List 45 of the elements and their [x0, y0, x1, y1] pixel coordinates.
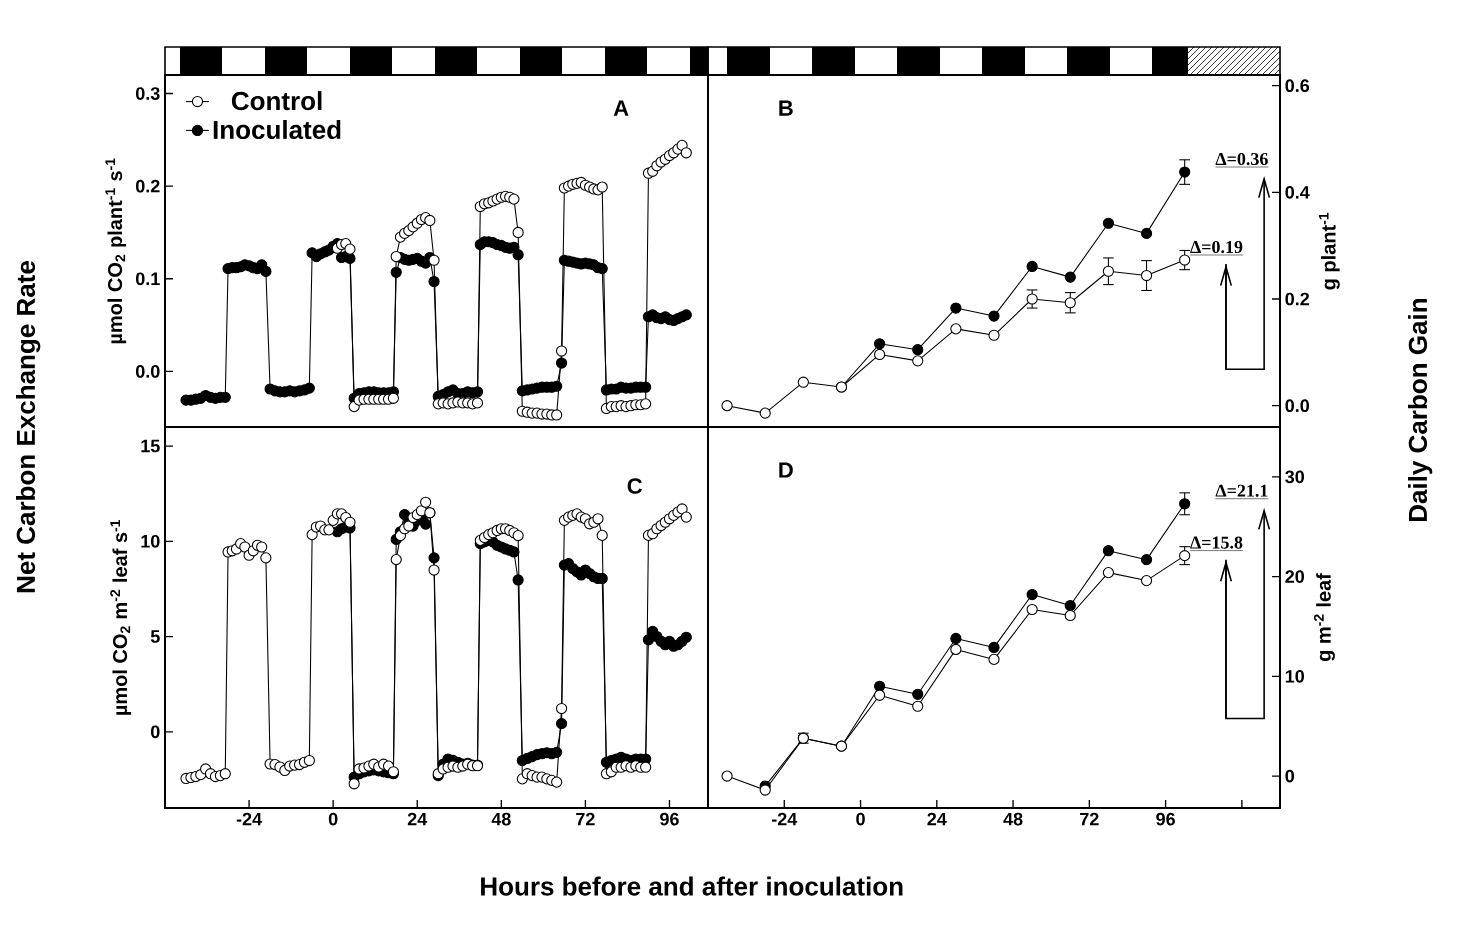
y-tick-label: 0.2 — [135, 179, 160, 193]
y-tick-label: 30 — [1285, 470, 1305, 484]
y-tick-label: 10 — [141, 534, 160, 548]
y-tick-label: 0 — [150, 725, 160, 739]
y-tick-label: 0.0 — [1285, 399, 1310, 413]
annotation: Δ=21.1 — [1215, 484, 1268, 497]
x-tick-label: 72 — [576, 812, 595, 826]
annotation: Δ=0.36 — [1215, 152, 1268, 166]
annotation: Δ=0.19 — [1190, 240, 1243, 254]
x-tick-label: 72 — [1080, 812, 1099, 826]
x-tick-label: 24 — [927, 812, 947, 826]
text: Daily Carbon Gain — [1408, 299, 1433, 522]
legend-label: Control — [231, 91, 322, 111]
y-tick-label: 10 — [1285, 669, 1305, 683]
y-tick-label: 20 — [1285, 570, 1305, 583]
annotation: D — [779, 462, 793, 478]
text: Net Carbon Exchange Rate — [15, 261, 41, 593]
annotation: B — [779, 100, 793, 116]
y-tick-label: 0.1 — [135, 272, 160, 286]
legend-label: Inoculated — [213, 120, 341, 140]
x-axis-title: Hours before and after inoculation — [481, 876, 903, 896]
y-tick-label: 15 — [141, 439, 160, 453]
y-axis-title: µmol CO$_{2}$ plant$^{-1}$ s$^{-1}$ — [105, 158, 127, 344]
y-tick-label: 0.3 — [135, 87, 160, 100]
x-tick-label: 48 — [491, 812, 511, 826]
y-tick-label: 0.0 — [135, 365, 160, 378]
y-axis-title: µmol CO$_{2}$ m$^{-2}$ leaf s$^{-1}$ — [110, 519, 132, 715]
x-tick-label: -24 — [236, 812, 262, 826]
y-axis-title: g m$^{-2}$ leaf — [1313, 573, 1335, 662]
y-tick-label: 0 — [1285, 769, 1295, 783]
y-tick-label: 0.6 — [1285, 79, 1310, 93]
y-tick-label: 5 — [150, 630, 160, 643]
y-tick-label: 0.4 — [1285, 185, 1310, 199]
x-tick-label: 0 — [328, 812, 338, 826]
x-tick-label: 48 — [1003, 812, 1023, 826]
y-axis-title: g plant$^{-1}$ — [1318, 212, 1340, 290]
annotation: Δ=15.8 — [1190, 536, 1243, 549]
x-tick-label: 96 — [660, 812, 679, 826]
annotation: A — [613, 100, 629, 116]
annotation: C — [627, 478, 643, 494]
x-tick-label: 96 — [1156, 812, 1175, 826]
x-tick-label: 24 — [407, 812, 428, 826]
x-tick-label: -24 — [771, 812, 798, 826]
y-tick-label: 0.2 — [1285, 292, 1310, 306]
x-tick-label: 0 — [856, 812, 865, 826]
